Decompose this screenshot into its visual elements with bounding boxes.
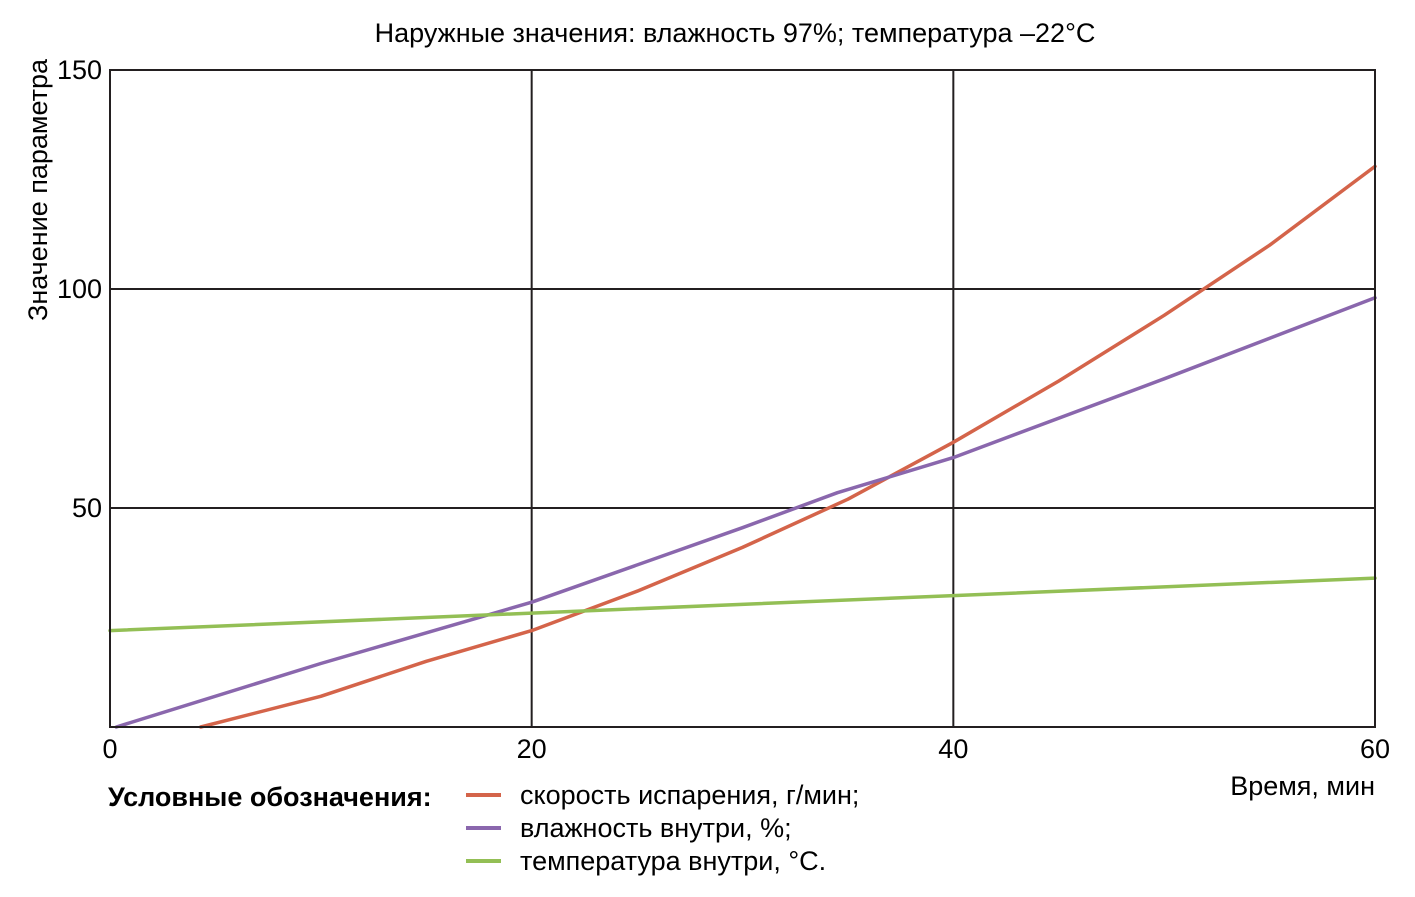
grid	[110, 70, 1375, 727]
y-tick-label: 150	[57, 55, 102, 85]
series-line	[198, 164, 1377, 729]
x-tick-label: 40	[938, 734, 968, 764]
legend: Условные обозначения: скорость испарения…	[108, 780, 859, 876]
series-layer	[108, 164, 1377, 729]
tick-labels: 0 20 40 60 50 100 150	[57, 55, 1390, 764]
legend-entry: скорость испарения, г/мин;	[520, 780, 859, 810]
chart-title: Наружные значения: влажность 97%; темпер…	[375, 18, 1096, 48]
x-axis-label: Время, мин	[1230, 771, 1375, 801]
series-line	[114, 296, 1377, 729]
legend-entry: температура внутри, °C.	[520, 846, 826, 876]
plot-frame	[109, 69, 1376, 728]
series-line	[108, 576, 1377, 633]
x-tick-label: 0	[102, 734, 117, 764]
x-tick-label: 60	[1360, 734, 1390, 764]
legend-entry: влажность внутри, %;	[520, 813, 792, 843]
y-tick-label: 100	[57, 274, 102, 304]
y-tick-label: 50	[72, 493, 102, 523]
y-axis-label: Значение параметра	[23, 58, 53, 321]
x-tick-label: 20	[517, 734, 547, 764]
legend-title: Условные обозначения:	[108, 782, 432, 812]
